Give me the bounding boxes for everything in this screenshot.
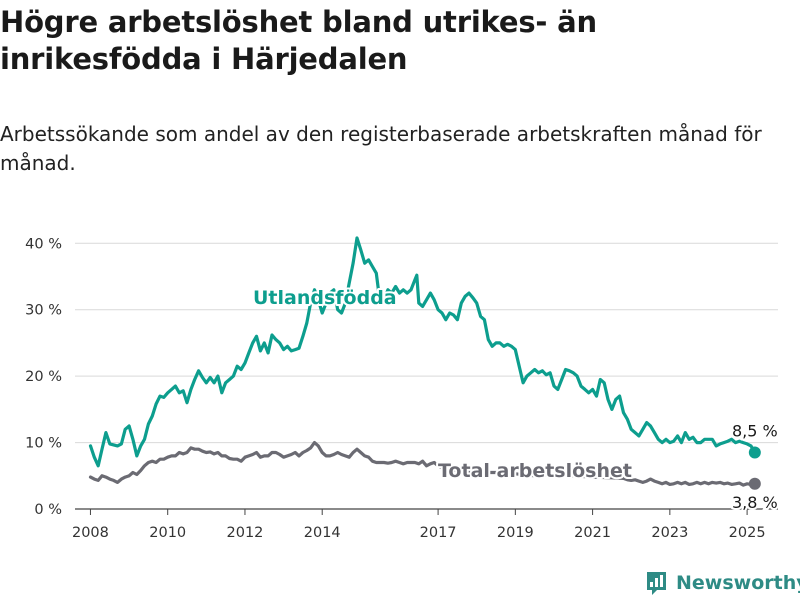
- y-axis: 0 % 10 % 20 % 30 % 40 %: [25, 236, 62, 518]
- y-tick-label: 0 %: [34, 502, 62, 518]
- series-label-total: Total arbetslöshet: [438, 460, 632, 482]
- x-tick-label: 2014: [304, 525, 341, 541]
- x-tick-label: 2023: [651, 525, 688, 541]
- end-point-utlandsfodda: [748, 446, 761, 459]
- x-tick-label: 2025: [729, 525, 766, 541]
- line-chart: 0 % 10 % 20 % 30 % 40 % 2008 2010 2012 2014 2017…: [25, 236, 780, 541]
- end-label-total: 3,8 %: [732, 493, 778, 512]
- x-tick-label: 2008: [72, 525, 109, 541]
- chart-title: Högre arbetslöshet bland utrikes- än inr…: [0, 5, 597, 76]
- y-tick-label: 40 %: [25, 236, 62, 252]
- series-label-utlandsfodda: Utlandsfödda: [253, 287, 397, 309]
- series-line-total: [88, 441, 757, 487]
- x-tick-label: 2017: [420, 525, 457, 541]
- y-tick-label: 20 %: [25, 369, 62, 385]
- brand-logo: Newsworthy: [645, 568, 800, 598]
- y-tick-label: 10 %: [25, 436, 62, 452]
- series-line-utlandsfodda: [88, 236, 757, 468]
- end-label-utlandsfodda: 8,5 %: [732, 422, 778, 441]
- chart-subtitle: Arbetssökande som andel av den registerb…: [0, 122, 762, 175]
- y-tick-label: 30 %: [25, 303, 62, 319]
- brand-name: Newsworthy: [676, 572, 800, 594]
- x-tick-label: 2019: [497, 525, 534, 541]
- x-tick-label: 2010: [149, 525, 186, 541]
- series-labels: Utlandsfödda Total arbetslöshet 8,5 % 3,8 %: [251, 285, 780, 514]
- end-point-total: [748, 477, 761, 490]
- series-group: [88, 236, 761, 490]
- x-tick-label: 2012: [227, 525, 264, 541]
- x-axis: 2008 2010 2012 2014 2017 2019 2021 2023 2025: [72, 509, 766, 541]
- x-tick-label: 2021: [574, 525, 611, 541]
- newsworthy-logo-icon: [647, 572, 666, 595]
- grid: [75, 242, 778, 510]
